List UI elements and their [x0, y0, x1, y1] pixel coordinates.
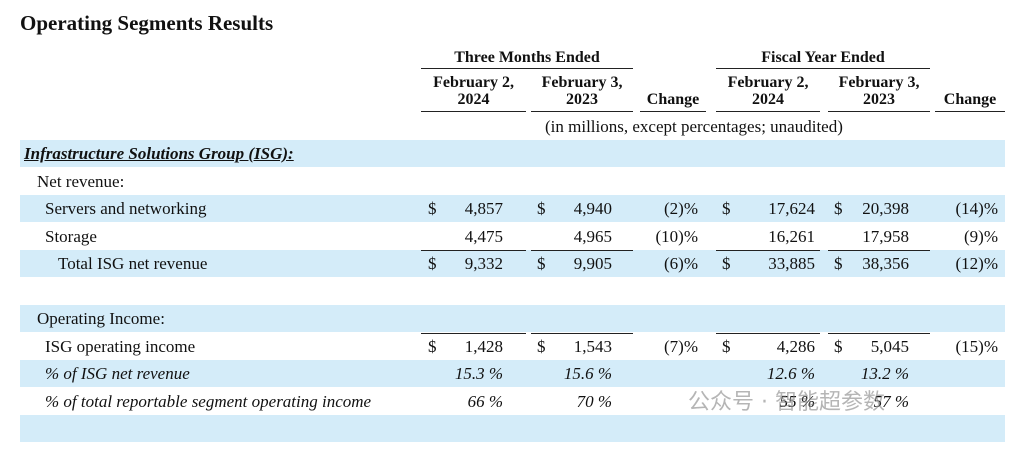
- column-header: February 3, 2023: [838, 74, 920, 108]
- currency: $: [834, 336, 843, 356]
- currency: $: [428, 254, 437, 273]
- total-rule: [716, 250, 820, 251]
- amount: 15.6 %: [563, 364, 612, 383]
- total-rule: [421, 332, 526, 334]
- column-rule: [828, 111, 930, 112]
- amount: 33,885: [768, 254, 815, 273]
- amount: 1,428: [464, 336, 503, 356]
- currency: $: [834, 254, 843, 273]
- row-label: Operating Income:: [37, 309, 165, 328]
- currency: $: [537, 199, 546, 218]
- amount: 70 %: [576, 391, 612, 411]
- row-band: [20, 140, 1005, 167]
- amount: 17,624: [768, 199, 815, 218]
- amount: (6)%: [664, 254, 698, 273]
- group-header: Three Months Ended: [454, 49, 600, 66]
- amount: 5,045: [870, 336, 909, 356]
- amount: 57 %: [873, 391, 909, 411]
- amount: 4,965: [573, 226, 612, 246]
- column-rule: [531, 111, 633, 112]
- column-header: Change: [646, 91, 700, 108]
- total-rule: [828, 332, 930, 334]
- amount: 13.2 %: [860, 364, 909, 383]
- row-label: Servers and networking: [45, 199, 207, 218]
- currency: $: [722, 336, 731, 356]
- row-band: [20, 250, 1005, 277]
- currency: $: [722, 254, 731, 273]
- total-rule: [828, 250, 930, 251]
- amount: 12.6 %: [766, 364, 815, 383]
- title: Operating Segments Results: [20, 11, 274, 35]
- group-header: Fiscal Year Ended: [761, 49, 885, 66]
- amount: (12)%: [955, 254, 998, 273]
- amount: (2)%: [664, 199, 698, 218]
- column-rule: [935, 111, 1005, 112]
- amount: 16,261: [768, 226, 815, 246]
- column-header: February 2, 2024: [727, 74, 809, 108]
- currency: $: [834, 199, 843, 218]
- row-label: Infrastructure Solutions Group (ISG):: [24, 144, 294, 163]
- note: (in millions, except percentages; unaudi…: [545, 117, 843, 136]
- column-rule: [421, 111, 526, 112]
- row-label: Net revenue:: [37, 171, 125, 191]
- column-header: Change: [943, 91, 997, 108]
- amount: 1,543: [573, 336, 612, 356]
- total-rule: [421, 250, 526, 251]
- amount: 55 %: [779, 391, 815, 411]
- amount: 4,286: [776, 336, 815, 356]
- row-label: ISG operating income: [45, 336, 196, 356]
- amount: 66 %: [467, 391, 503, 411]
- total-rule: [531, 250, 633, 251]
- amount: (7)%: [664, 336, 698, 356]
- amount: (9)%: [964, 226, 998, 246]
- group-rule: [421, 68, 633, 69]
- amount: 4,940: [573, 199, 612, 218]
- row-label: Storage: [45, 226, 97, 246]
- amount: 4,475: [464, 226, 503, 246]
- row-band: [20, 305, 1005, 332]
- column-header: February 3, 2023: [541, 74, 623, 108]
- row-label: % of ISG net revenue: [45, 364, 190, 383]
- currency: $: [428, 199, 437, 218]
- row-band: [20, 360, 1005, 387]
- row-label: Total ISG net revenue: [58, 254, 208, 273]
- amount: (14)%: [955, 199, 998, 218]
- watermark: 公众号 · 智能超参数: [688, 390, 885, 415]
- row-band: [20, 415, 1005, 442]
- amount: 20,398: [862, 199, 909, 218]
- column-rule: [640, 111, 706, 112]
- amount: 4,857: [464, 199, 503, 218]
- row-band: [20, 195, 1005, 222]
- total-rule: [716, 332, 820, 334]
- amount: 15.3 %: [454, 364, 503, 383]
- currency: $: [428, 336, 437, 356]
- amount: 38,356: [862, 254, 909, 273]
- total-rule: [531, 332, 633, 334]
- group-rule: [716, 68, 930, 69]
- amount: 17,958: [862, 226, 909, 246]
- currency: $: [537, 336, 546, 356]
- row-label: % of total reportable segment operating …: [45, 391, 372, 411]
- currency: $: [537, 254, 546, 273]
- currency: $: [722, 199, 731, 218]
- column-rule: [716, 111, 820, 112]
- amount: (15)%: [955, 336, 998, 356]
- column-header: February 2, 2024: [433, 74, 514, 108]
- amount: 9,332: [464, 254, 503, 273]
- amount: 9,905: [573, 254, 612, 273]
- amount: (10)%: [655, 226, 698, 246]
